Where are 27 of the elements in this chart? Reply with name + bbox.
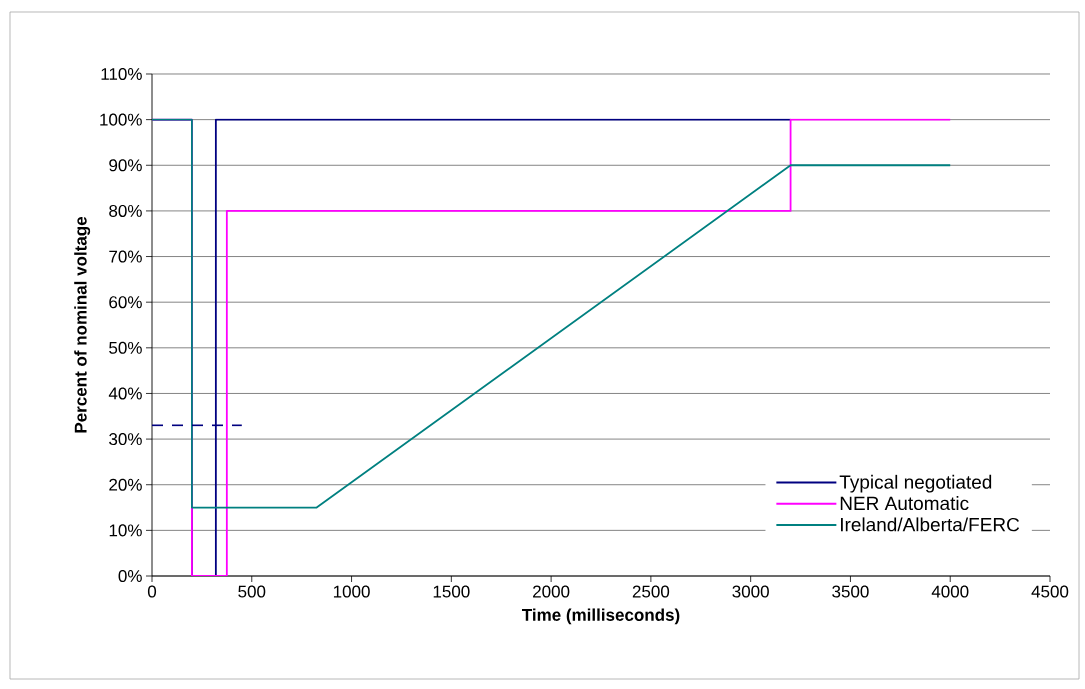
x-tick-label: 3000 xyxy=(732,585,769,598)
legend-label: Ireland/Alberta/FERC xyxy=(841,517,1020,532)
legend-label: NER Automatic xyxy=(840,496,969,511)
x-tick-label: 0 xyxy=(147,585,157,598)
x-tick-label: 1000 xyxy=(333,585,370,598)
x-tick-label: 500 xyxy=(238,585,266,598)
y-axis-title: Percent of nominal voltage xyxy=(74,216,91,433)
legend-label: Typical negotiated xyxy=(839,474,992,493)
y-tick-label: 40% xyxy=(108,387,142,400)
x-tick-label: 2000 xyxy=(533,585,570,598)
x-tick-label: 3500 xyxy=(832,585,869,598)
y-tick-label: 0% xyxy=(118,569,142,583)
x-tick-label: 2500 xyxy=(632,585,670,598)
y-tick-label: 90% xyxy=(109,159,142,172)
y-tick-label: 100% xyxy=(100,113,142,126)
y-tick-label: 70% xyxy=(109,250,142,263)
y-tick-label: 30% xyxy=(109,433,142,446)
y-tick-label: 80% xyxy=(109,204,142,217)
x-tick-label: 1500 xyxy=(433,585,470,598)
y-tick-label: 60% xyxy=(109,296,142,309)
y-tick-label: 10% xyxy=(109,524,142,537)
x-tick-label: 4500 xyxy=(1031,585,1069,598)
x-tick-label: 4000 xyxy=(931,585,969,598)
y-tick-label: 50% xyxy=(109,341,142,354)
y-tick-label: 110% xyxy=(101,67,142,81)
x-axis-title: Time (milliseconds) xyxy=(521,608,680,625)
y-tick-label: 20% xyxy=(109,478,142,491)
